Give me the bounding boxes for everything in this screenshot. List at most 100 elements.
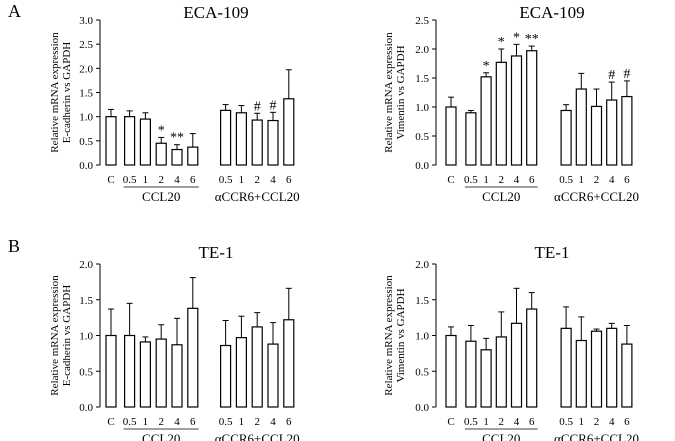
c3-bar [251,326,263,408]
c1-bar [187,146,199,166]
c1-y-tick-label: 0.0 [79,160,93,172]
c4-y-axis-label-line1: Relative mRNA expression [383,275,395,396]
c1-significance-mark: # [270,98,277,113]
c2-significance-mark: ** [525,32,539,47]
c1-x-tick-label: 1 [239,174,245,186]
c1-y-axis-label-line2: E-cadherin vs GAPDH [61,42,73,143]
c2-bar [526,50,538,166]
c3-bar [123,334,136,408]
c2-x-tick-label: 1 [483,174,489,186]
c2-y-tick-label: 0.5 [415,131,429,143]
c1-title: ECA-109 [183,3,248,22]
c3-y-tick-label: 2.0 [79,259,93,271]
c1-bar [105,116,117,166]
c4-bar [510,322,523,408]
c3-bar [283,319,295,408]
c4-group-label: CCL20 [482,431,520,441]
c4-bar [575,339,587,408]
c1-bar [155,142,167,166]
c4-x-tick-label: C [447,416,454,428]
c4-y-axis-label-line2: Vimentin vs GAPDH [395,288,407,382]
c1-significance-mark: ** [170,131,184,146]
c4-bar [495,336,507,408]
c4-y-tick-label: 1.0 [415,331,429,343]
c3-y-tick-label: 1.0 [79,331,93,343]
c2-bar [575,88,587,166]
c2-x-tick-label: 2 [594,174,600,186]
c4-x-tick-label: 0.5 [464,416,478,428]
c3-title: TE-1 [199,243,234,262]
c3-group-label: CCL20 [142,431,180,441]
c1-bar [251,119,263,166]
c2-bar [465,112,477,166]
c2-y-tick-label: 0.0 [415,160,429,172]
c1-bar [267,119,279,166]
c3-y-tick-label: 0.5 [79,366,93,378]
c2-x-tick-label: 4 [514,174,520,186]
c4-bar [465,340,477,408]
c1-x-tick-label: C [107,174,114,186]
c4-title: TE-1 [535,243,570,262]
c1-x-tick-label: 0.5 [123,174,137,186]
panel-letter-b: B [8,236,21,256]
c4-x-tick-label: 6 [529,416,535,428]
c2-x-tick-label: 1 [579,174,585,186]
c3-y-axis-label-line1: Relative mRNA expression [49,275,61,396]
c2-x-tick-label: 2 [499,174,505,186]
c2-x-tick-label: 4 [609,174,615,186]
c3-bar [105,334,117,408]
c2-x-tick-label: 6 [529,174,535,186]
c1-y-tick-label: 0.5 [79,136,93,148]
c1-y-tick-label: 2.0 [79,63,93,75]
c1-y-tick-label: 1.5 [79,88,93,100]
c3-x-tick-label: 1 [143,416,149,428]
c3-bar [187,307,199,408]
c2-y-tick-label: 1.0 [415,102,429,114]
c1-bar [171,148,183,166]
c3-bar [155,338,167,408]
c3-bar [235,337,247,408]
c4-x-tick-label: 0.5 [559,416,573,428]
c3-x-tick-label: C [107,416,114,428]
c4-y-tick-label: 0.0 [415,402,429,414]
c1-x-tick-label: 4 [174,174,180,186]
c1-x-tick-label: 2 [254,174,260,186]
c2-bar [495,61,507,166]
c2-bar [606,99,618,166]
c4-x-tick-label: 2 [594,416,600,428]
c2-x-tick-label: 0.5 [464,174,478,186]
c1-significance-mark: # [254,99,261,114]
c2-significance-mark: * [483,59,490,74]
c4-x-tick-label: 4 [609,416,615,428]
c4-bar [480,349,492,408]
c1-bar [235,112,247,166]
c4-x-tick-label: 2 [499,416,505,428]
c3-x-tick-label: 4 [270,416,276,428]
c2-bar [621,95,633,166]
c2-significance-mark: # [608,68,615,83]
c3-bar [139,341,151,408]
c2-bar [480,76,492,166]
c2-bar [445,106,457,166]
c2-bar [560,109,572,166]
c1-x-tick-label: 4 [270,174,276,186]
c4-bar [560,327,572,408]
c2-bar [510,55,523,166]
c1-x-tick-label: 6 [190,174,196,186]
c1-x-tick-label: 1 [143,174,149,186]
c1-significance-mark: * [158,123,165,138]
c2-significance-mark: * [513,30,520,45]
c1-x-tick-label: 2 [158,174,164,186]
c4-y-tick-label: 2.0 [415,259,429,271]
c2-significance-mark: * [498,35,505,50]
c3-x-tick-label: 4 [174,416,180,428]
c2-title: ECA-109 [519,3,584,22]
c1-group-label: CCL20 [142,189,180,204]
c2-y-tick-label: 2.5 [415,15,429,27]
c4-bar [526,308,538,408]
c1-y-axis-label-line1: Relative mRNA expression [49,32,61,153]
c1-bar [283,98,295,166]
c2-y-axis-label-line1: Relative mRNA expression [383,32,395,153]
c1-bar [220,109,232,166]
c1-bar [123,116,136,166]
